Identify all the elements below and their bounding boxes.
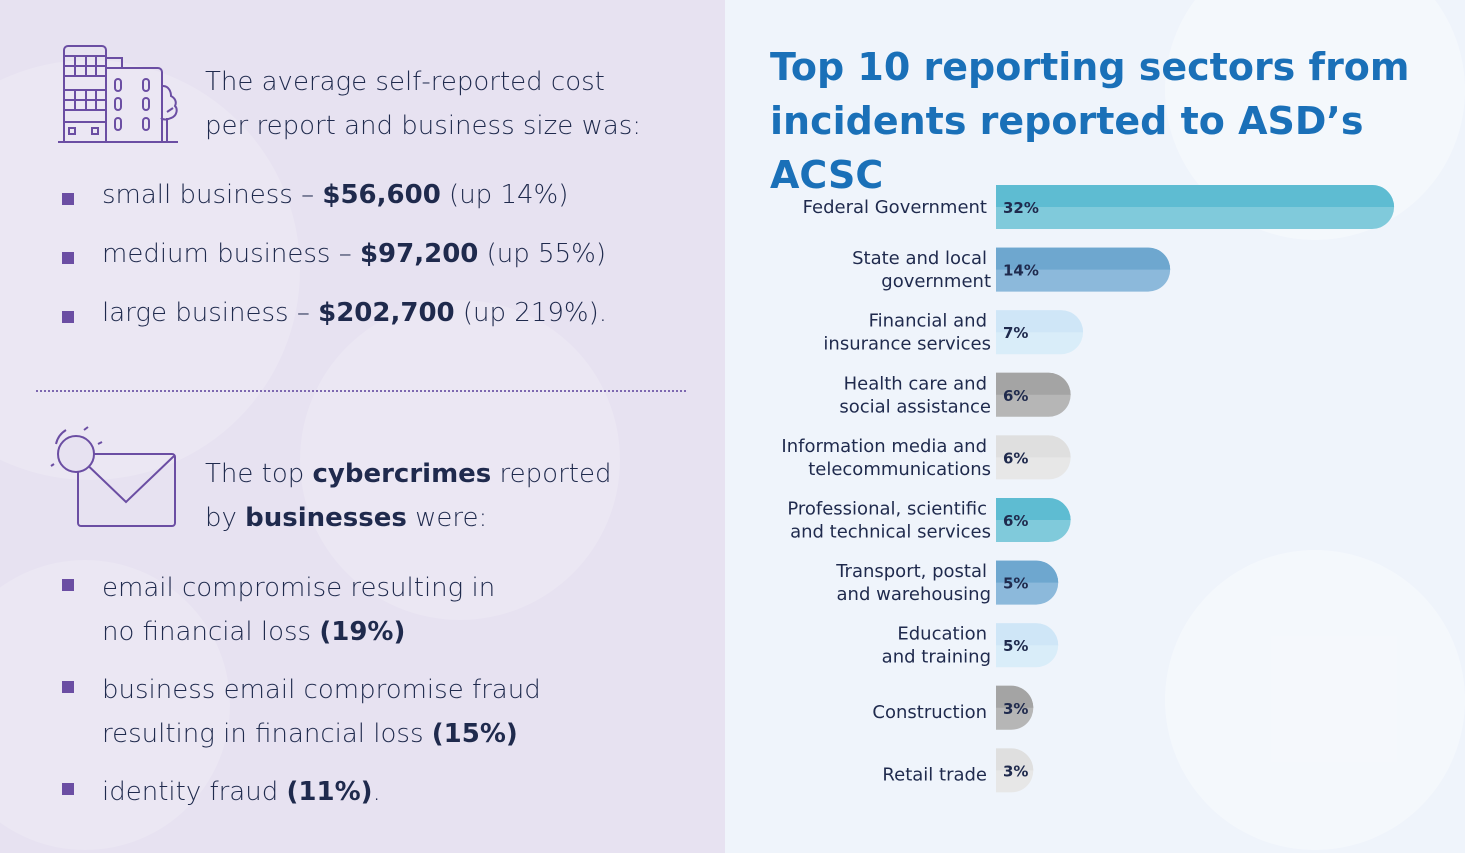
category-label: Health care and xyxy=(844,373,987,394)
cost-intro-line: per report and business size was: xyxy=(205,111,642,141)
building-icon xyxy=(58,45,178,143)
category-label: and technical services xyxy=(790,522,991,543)
bar-value-label: 6% xyxy=(1003,449,1028,467)
bar-value-label: 5% xyxy=(1003,637,1028,655)
bar-top-shade xyxy=(996,560,1059,583)
category-label: Federal Government xyxy=(803,197,987,218)
background-circle xyxy=(0,560,230,850)
dotted-divider xyxy=(36,390,686,392)
bar-top-shade xyxy=(996,310,1084,333)
cost-list: small business – $56,600 (up 14%) medium… xyxy=(60,180,607,357)
bar-top-shade xyxy=(996,185,1395,207)
bar-chart: 32% Federal Government 14% State and localg… xyxy=(781,185,1395,793)
crime-intro: The top cybercrimes reported by business… xyxy=(205,459,612,533)
bar-top-shade xyxy=(996,748,1034,771)
list-item: large business – $202,700 (up 219%). xyxy=(60,298,607,357)
bar-value-label: 6% xyxy=(1003,387,1028,405)
list-item: business email compromise fraud resulting… xyxy=(60,668,541,770)
cost-intro-line: The average self-reported cost xyxy=(205,67,605,97)
chart-title: Top 10 reporting sectors from incidents … xyxy=(770,45,1410,197)
category-label: social assistance xyxy=(839,396,991,417)
category-label: Financial and xyxy=(869,311,987,332)
category-label: Information media and xyxy=(781,436,987,457)
email-magnifier-icon xyxy=(50,426,176,527)
category-label: Professional, scientific xyxy=(787,499,987,520)
list-item: email compromise resulting in no financia… xyxy=(60,566,541,668)
category-label: Construction xyxy=(872,702,987,723)
bar-value-label: 5% xyxy=(1003,575,1028,593)
list-item: small business – $56,600 (up 14%) xyxy=(60,180,607,239)
background-circle xyxy=(300,300,620,620)
bar-top-shade xyxy=(996,435,1071,458)
bar-value-label: 14% xyxy=(1003,262,1039,280)
left-panel: The average self-reported cost per repor… xyxy=(0,0,725,853)
bar-top-shade xyxy=(996,685,1034,708)
category-label: government xyxy=(881,271,991,292)
background-circle xyxy=(1165,550,1465,850)
bar-value-label: 6% xyxy=(1003,512,1028,530)
list-item: identity fraud (11%). xyxy=(60,770,541,814)
bar-value-label: 32% xyxy=(1003,199,1039,217)
category-label: and training xyxy=(882,647,991,668)
bar-value-label: 3% xyxy=(1003,700,1028,718)
crime-list: email compromise resulting in no financia… xyxy=(60,566,541,814)
category-label: telecommunications xyxy=(808,459,991,480)
cost-intro: The average self-reported cost per repor… xyxy=(205,60,641,148)
bar-value-label: 3% xyxy=(1003,762,1028,780)
category-label: Transport, postal xyxy=(835,561,987,582)
category-label: insurance services xyxy=(823,334,991,355)
category-label: and warehousing xyxy=(837,584,991,605)
bar-top-shade xyxy=(996,372,1071,395)
category-label: Education xyxy=(897,624,987,645)
list-item: medium business – $97,200 (up 55%) xyxy=(60,239,607,298)
category-label: State and local xyxy=(852,248,987,269)
category-label: Retail trade xyxy=(882,764,987,785)
bar-top-shade xyxy=(996,498,1071,520)
bar-top-shade xyxy=(996,247,1171,270)
bar-top-shade xyxy=(996,623,1059,646)
bar-value-label: 7% xyxy=(1003,324,1028,342)
